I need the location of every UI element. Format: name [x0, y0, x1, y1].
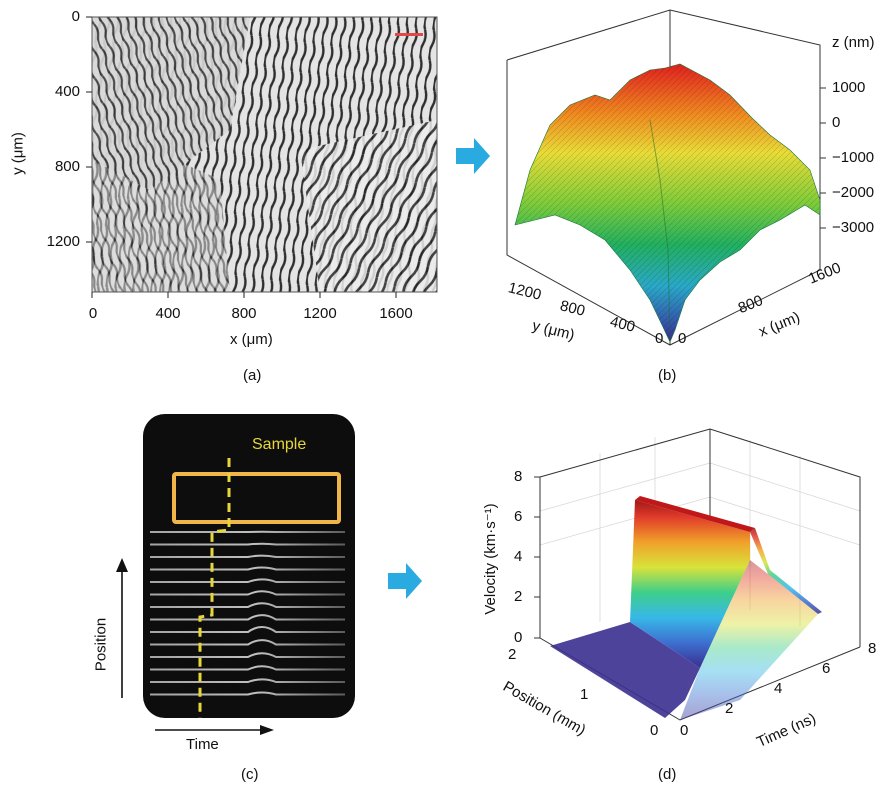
d-z-tick-0: 8	[514, 468, 523, 485]
b-z-tick-1: 0	[832, 114, 841, 131]
d-time-tick-4: 8	[868, 640, 877, 657]
d-z-axis-label: Velocity (km·s⁻¹)	[482, 503, 499, 615]
streak-line	[150, 554, 345, 558]
caption-a: (a)	[243, 367, 262, 384]
time-label: Time	[186, 736, 219, 753]
streak-line	[150, 691, 345, 696]
sample-label: Sample	[252, 436, 307, 453]
caption-d: (d)	[658, 766, 677, 783]
panel-d-velocity-plot	[534, 428, 861, 721]
d-z-tick-4: 0	[514, 629, 523, 646]
streak-line	[150, 578, 345, 583]
d-time-tick-1: 2	[725, 700, 734, 717]
d-z-tick-2: 4	[514, 548, 523, 565]
b-z-tick-3: −2000	[832, 184, 875, 201]
d-time-tick-2: 4	[774, 680, 783, 697]
a-y-tick-0: 0	[71, 8, 80, 25]
a-x-axis-label: x (μm)	[230, 331, 273, 348]
a-y-tick-1: 400	[54, 83, 80, 100]
panel-b: z (nm) 1000 0 −1000 −2000 −3000 1200 800…	[490, 0, 890, 390]
streak-line	[150, 626, 345, 633]
b-x-tick-0: 0	[678, 330, 687, 347]
panel-d: 8 6 4 2 0 Velocity (km·s⁻¹) 2 1 0 Positi…	[450, 400, 890, 791]
d-z-tick-3: 2	[514, 588, 523, 605]
panel-c: Sample Position Time (c)	[0, 400, 450, 791]
up-arrow-icon	[116, 558, 128, 572]
a-y-axis-label: y (μm)	[9, 132, 27, 175]
right-arrow-icon	[388, 563, 422, 599]
panel-a-image	[86, 16, 438, 298]
a-x-tick-0: 0	[88, 305, 98, 322]
streak-line	[150, 602, 345, 608]
d-position-tick-2: 0	[650, 722, 659, 739]
a-x-tick-2: 800	[231, 305, 257, 322]
panel-c-streak-image	[116, 414, 355, 735]
d-z-tick-1: 6	[514, 508, 523, 525]
streak-line	[150, 652, 345, 658]
a-x-tick-1: 400	[155, 305, 181, 322]
streak-line	[150, 665, 345, 671]
a-y-tick-2: 800	[54, 158, 80, 175]
a-y-tick-3: 1200	[46, 233, 80, 250]
d-time-tick-0: 0	[680, 722, 689, 739]
caption-b: (b)	[658, 367, 677, 384]
streak-line	[150, 639, 345, 646]
b-y-tick-3: 0	[655, 330, 664, 347]
position-label: Position	[92, 617, 110, 672]
b-z-tick-4: −3000	[832, 219, 875, 236]
streak-line	[150, 542, 345, 546]
a-x-tick-4: 1600	[379, 305, 413, 322]
b-z-tick-0: 1000	[832, 79, 866, 96]
b-z-tick-2: −1000	[832, 149, 875, 166]
caption-c: (c)	[241, 766, 259, 783]
d-time-tick-3: 6	[822, 660, 831, 677]
panel-a: 0 400 800 1200 1600 x (μm) 0 400 800 120…	[0, 0, 450, 390]
streak-line	[150, 566, 345, 571]
d-position-tick-0: 2	[508, 646, 517, 663]
streak-line	[150, 678, 345, 683]
streak-line	[150, 590, 345, 596]
right-arrow-icon	[456, 138, 490, 174]
d-position-tick-1: 1	[580, 686, 589, 703]
panel-b-surface-plot	[506, 9, 826, 346]
b-z-axis-label: z (nm)	[832, 34, 875, 51]
streak-line	[150, 614, 345, 621]
a-x-tick-3: 1200	[303, 305, 337, 322]
